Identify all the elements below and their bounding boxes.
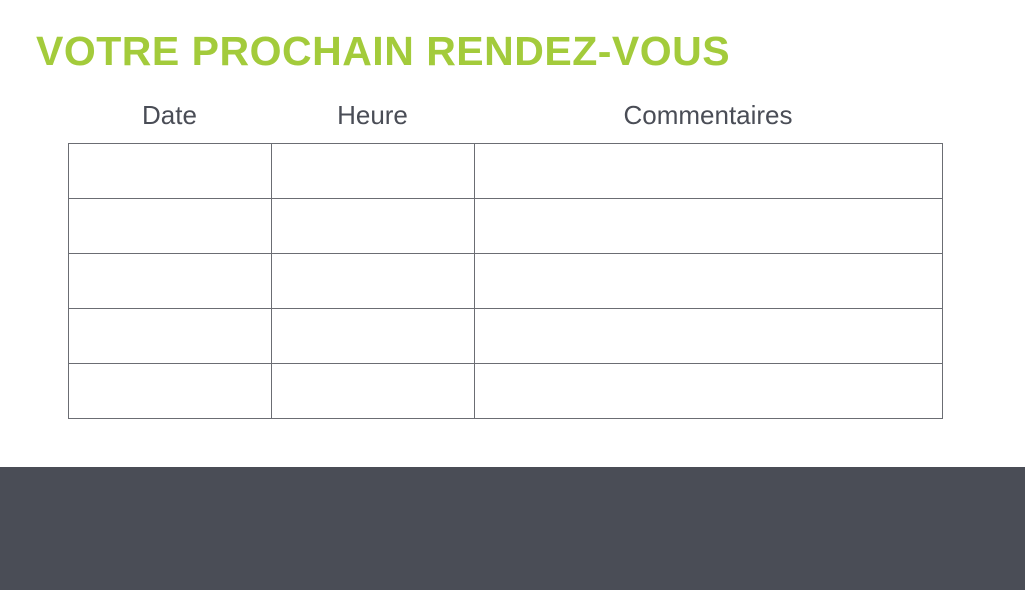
- table-cell-commentaires[interactable]: [474, 363, 943, 419]
- table-cell-commentaires[interactable]: [474, 253, 943, 309]
- header-heure: Heure: [337, 100, 408, 130]
- table-row: [68, 143, 943, 199]
- table-row: [68, 363, 943, 419]
- table-cell-commentaires[interactable]: [474, 198, 943, 254]
- table-cell-heure[interactable]: [271, 198, 475, 254]
- table-row: [68, 198, 943, 254]
- table-cell-heure[interactable]: [271, 143, 475, 199]
- table-cell-date[interactable]: [68, 308, 272, 364]
- table-cell-heure[interactable]: [271, 363, 475, 419]
- table-cell-date[interactable]: [68, 198, 272, 254]
- header-commentaires: Commentaires: [623, 100, 793, 130]
- table-cell-heure[interactable]: [271, 308, 475, 364]
- table-row: [68, 253, 943, 309]
- table-cell-commentaires[interactable]: [474, 143, 943, 199]
- table-cell-date[interactable]: [68, 363, 272, 419]
- table-cell-date[interactable]: [68, 253, 272, 309]
- table-row: [68, 308, 943, 364]
- header-date: Date: [142, 100, 197, 130]
- table-cell-date[interactable]: [68, 143, 272, 199]
- table-cell-commentaires[interactable]: [474, 308, 943, 364]
- table-cell-heure[interactable]: [271, 253, 475, 309]
- appointment-table: [68, 143, 943, 419]
- footer-band: [0, 467, 1025, 590]
- page-title: VOTRE PROCHAIN RENDEZ-VOUS: [36, 28, 731, 74]
- column-headers: Date Heure Commentaires: [68, 100, 942, 131]
